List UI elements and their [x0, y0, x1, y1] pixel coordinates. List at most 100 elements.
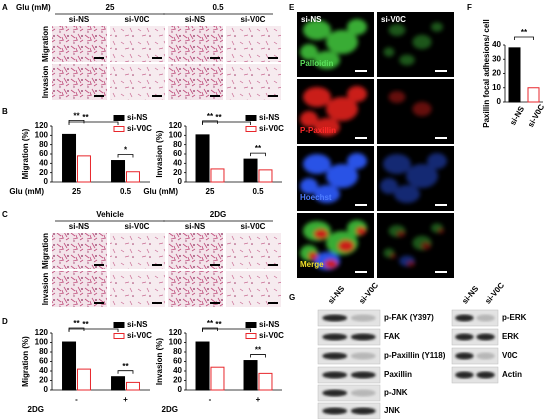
condition: 25 [106, 3, 115, 12]
y-tick-label: 60 [39, 357, 48, 366]
x-tick-label: 0.5 [120, 187, 132, 196]
band [322, 389, 348, 397]
band [350, 389, 376, 397]
row-label: Paxillin [384, 370, 412, 379]
y-tick-label: 20 [173, 168, 182, 177]
x-axis-label: Glu (mM) [9, 187, 44, 196]
y-tick-label: 20 [39, 376, 48, 385]
legend-label: si-V0C [259, 331, 284, 340]
y-tick-label: 40 [173, 366, 182, 375]
cell [347, 153, 367, 169]
bar [125, 171, 140, 183]
legend-label: si-NS [259, 320, 280, 329]
scale-bar [152, 264, 162, 266]
y-tick-label: 0 [178, 385, 183, 394]
row-label: Invasion [41, 66, 50, 99]
cell [300, 44, 318, 60]
row-label: Actin [502, 370, 522, 379]
bar [125, 381, 140, 391]
cell [303, 87, 331, 107]
y-tick-label: 0 [44, 385, 49, 394]
bracket [202, 327, 218, 332]
significance: ** [207, 112, 214, 121]
cell [326, 164, 358, 188]
bracket [117, 370, 134, 374]
blot-strip [451, 328, 499, 346]
bracket [117, 154, 134, 158]
band [322, 407, 348, 415]
column-label: si-V0C [483, 281, 506, 306]
y-axis-label: Migration (%) [21, 128, 30, 179]
blot-strip [451, 347, 499, 365]
significance: ** [215, 320, 222, 329]
scale-bar [435, 204, 447, 206]
row-label: Merge [300, 260, 324, 269]
panel-label: F [467, 3, 472, 12]
cell [356, 227, 366, 235]
row-label: ERK [502, 332, 519, 341]
condition: 0.5 [212, 3, 224, 12]
row-label: Invasion [41, 273, 50, 306]
band [322, 333, 348, 341]
micrograph [168, 271, 223, 307]
band [350, 314, 376, 322]
cell [412, 34, 432, 50]
bar [62, 341, 77, 391]
y-tick-label: 0 [44, 177, 49, 186]
micrograph [110, 233, 165, 269]
bracket [68, 121, 119, 125]
cell [399, 54, 415, 66]
y-tick-label: 0 [178, 177, 183, 186]
bands [455, 352, 495, 360]
y-tick-label: 80 [39, 347, 48, 356]
bar [527, 87, 540, 103]
y-axis-label: Migration (%) [21, 336, 30, 387]
panel-label: C [2, 210, 8, 219]
condition: Vehicle [96, 210, 124, 219]
scale-bar [355, 271, 367, 273]
micrograph [110, 271, 165, 307]
legend-label: si-V0C [259, 124, 284, 133]
band [322, 371, 348, 379]
cell [427, 153, 447, 169]
scale-bar [268, 95, 278, 97]
bar [210, 366, 225, 391]
y-tick-label: 40 [39, 158, 48, 167]
bracket [250, 354, 266, 358]
band [476, 333, 495, 341]
x-tick-label: si-NS [508, 104, 526, 127]
legend-label: si-NS [259, 113, 280, 122]
row-label: p-Paxillin (Y118) [384, 351, 446, 360]
bar [210, 168, 225, 183]
bracket [68, 327, 85, 332]
legend-label: si-NS [127, 113, 148, 122]
signal [388, 91, 432, 117]
cell [390, 253, 396, 259]
cell [338, 240, 354, 252]
bands [455, 333, 495, 341]
y-tick-label: 20 [492, 69, 501, 78]
cell [314, 229, 328, 239]
panel-label: G [289, 293, 295, 302]
cell [388, 24, 406, 36]
band [476, 352, 495, 360]
scale-bar [355, 70, 367, 72]
cell [347, 19, 367, 35]
bracket [202, 120, 218, 124]
micrograph [110, 64, 165, 100]
panel-label: B [2, 107, 8, 116]
bar [76, 155, 91, 183]
scale-bar [435, 137, 447, 139]
y-tick-label: 20 [173, 376, 182, 385]
row-label: V0C [502, 351, 518, 360]
cell [303, 20, 331, 40]
row-label: Palloidin [300, 59, 333, 68]
bar [195, 341, 210, 391]
bar [508, 47, 521, 103]
condition-label: Glu (mM) [16, 3, 51, 12]
band [350, 407, 376, 415]
band [322, 352, 348, 360]
x-tick-label: 25 [72, 187, 81, 196]
y-tick-label: 10 [492, 83, 501, 92]
bar [62, 133, 77, 183]
